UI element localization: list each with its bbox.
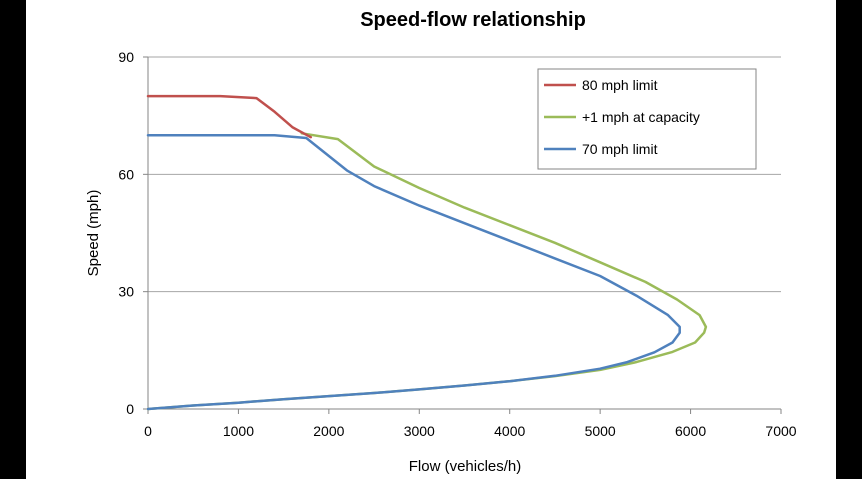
legend-label-2: +1 mph at capacity [582,109,700,125]
series-line-1 [146,94,313,139]
legend-label-3: 70 mph limit [582,141,658,157]
x-tick-labels: 0 1000 2000 3000 4000 5000 6000 7000 [144,423,797,439]
x-tick-label-6000: 6000 [675,423,706,439]
series-lines [146,94,708,411]
y-tick-label-0: 0 [126,401,134,417]
x-tick-label-5000: 5000 [585,423,616,439]
x-tick-label-2000: 2000 [313,423,344,439]
x-tick-label-1000: 1000 [223,423,254,439]
y-tick-labels: 0 30 60 90 [118,49,134,417]
y-tick-label-60: 60 [118,166,134,182]
y-tick-label-30: 30 [118,284,134,300]
x-axis-label: Flow (vehicles/h) [409,458,522,475]
x-tick-label-3000: 3000 [404,423,435,439]
chart-title: Speed-flow relationship [360,9,586,31]
legend: 80 mph limit +1 mph at capacity 70 mph lim… [537,68,757,170]
grid-lines [148,56,781,293]
y-tick-label-90: 90 [118,49,134,65]
y-axis-label: Speed (mph) [85,190,102,277]
series-line-3 [146,133,681,411]
axes [143,56,782,414]
legend-label-1: 80 mph limit [582,77,658,93]
x-tick-label-4000: 4000 [494,423,525,439]
x-tick-label-0: 0 [144,423,152,439]
x-tick-label-7000: 7000 [765,423,796,439]
